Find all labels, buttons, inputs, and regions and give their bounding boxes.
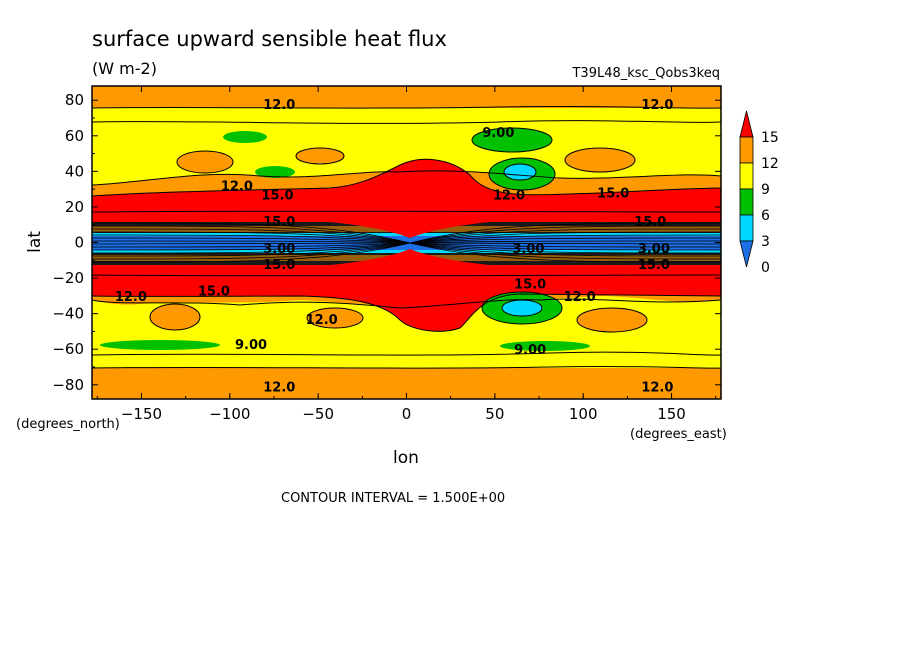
contour-label: 12.0	[493, 188, 525, 203]
contour-label: 9.00	[235, 338, 267, 353]
orange-blob	[307, 308, 363, 328]
contour-lines	[92, 105, 721, 369]
equatorial-red-pinch	[330, 249, 490, 265]
x-tick-label: −50	[302, 405, 334, 423]
y-tick-label: 60	[65, 127, 84, 145]
orange-blob	[565, 148, 635, 172]
colorbar-label: 0	[761, 260, 770, 276]
colorbar-segment	[739, 188, 754, 216]
colorbar-segment	[739, 214, 754, 242]
contour-label: 12.0	[221, 180, 253, 195]
contour-label: 3.00	[512, 242, 544, 257]
orange-blob	[296, 148, 344, 164]
contour-label: 12.0	[306, 313, 338, 328]
x-tick-label: −150	[121, 405, 162, 423]
colorbar-top-arrow	[739, 110, 754, 138]
y-tick-label: 80	[65, 91, 84, 109]
contour-label: 15.0	[597, 187, 629, 202]
run-label: T39L48_ksc_Qobs3keq	[571, 66, 720, 81]
contour-label: 12.0	[115, 290, 147, 305]
colorbar-label: 9	[761, 182, 770, 198]
red-band-south	[92, 265, 721, 332]
cyan-spot	[502, 300, 542, 316]
contour-label: 9.00	[482, 126, 514, 141]
equatorial-red-pinch	[330, 222, 490, 238]
contour-label: 15.0	[638, 258, 670, 273]
colorbar-label: 3	[761, 234, 770, 250]
contour-label: 12.0	[641, 381, 673, 396]
contour-label: 12.0	[641, 98, 673, 113]
y-axis-units: (degrees_north)	[16, 417, 120, 432]
y-tick-label: −80	[52, 376, 84, 394]
red-band-north	[92, 159, 721, 222]
contour-label: 12.0	[263, 381, 295, 396]
orange-blob	[177, 151, 233, 173]
contour-label: 12.0	[263, 98, 295, 113]
colorbar: 15 12 9 6 3 0	[739, 110, 779, 276]
colorbar-label: 15	[761, 130, 779, 146]
contour-label: 9.00	[514, 343, 546, 358]
contour-label: 15.0	[261, 188, 293, 203]
contour-label: 15.0	[514, 277, 546, 292]
green-patch	[472, 128, 552, 152]
contour-label: 15.0	[634, 215, 666, 230]
x-tick-label: 0	[402, 405, 412, 423]
x-tick-label: 50	[485, 405, 504, 423]
orange-blob	[577, 308, 647, 332]
y-axis-label: lat	[25, 231, 45, 253]
green-patch	[100, 340, 220, 350]
x-axis-label: lon	[393, 448, 419, 468]
contour-label: 15.0	[263, 215, 295, 230]
contour-label: 15.0	[198, 285, 230, 300]
contour-label: 3.00	[638, 242, 670, 257]
green-patch	[223, 131, 267, 143]
green-patch	[500, 341, 590, 351]
y-tick-label: −20	[52, 269, 84, 287]
x-tick-label: 100	[569, 405, 598, 423]
colorbar-label: 12	[761, 156, 779, 172]
contour-interval: CONTOUR INTERVAL = 1.500E+00	[281, 491, 505, 506]
colorbar-segment	[739, 162, 754, 190]
y-tick-label: −40	[52, 305, 84, 323]
green-patch	[255, 166, 295, 178]
orange-blob	[150, 304, 200, 330]
equatorial-contour-lines	[92, 222, 721, 263]
y-axis: −80 −60 −40 −20 0 20 40 60 80	[52, 91, 721, 394]
x-tick-label: −100	[209, 405, 250, 423]
colorbar-bottom-arrow	[739, 240, 754, 268]
contour-label: 3.00	[263, 242, 295, 257]
x-axis-units: (degrees_east)	[630, 427, 727, 442]
chart-units: (W m-2)	[92, 59, 157, 78]
x-axis: −150 −100 −50 0 50 100 150	[96, 86, 717, 423]
orange-band-north-polar	[92, 86, 721, 108]
contour-label: 12.0	[564, 290, 596, 305]
colorbar-label: 6	[761, 208, 770, 224]
y-tick-label: 0	[74, 234, 84, 252]
x-tick-label: 150	[657, 405, 686, 423]
chart-title: surface upward sensible heat flux	[92, 27, 447, 51]
y-tick-label: 20	[65, 198, 84, 216]
colorbar-segment	[739, 136, 754, 164]
contour-label: 15.0	[263, 258, 295, 273]
y-tick-label: −60	[52, 340, 84, 358]
y-tick-label: 40	[65, 162, 84, 180]
